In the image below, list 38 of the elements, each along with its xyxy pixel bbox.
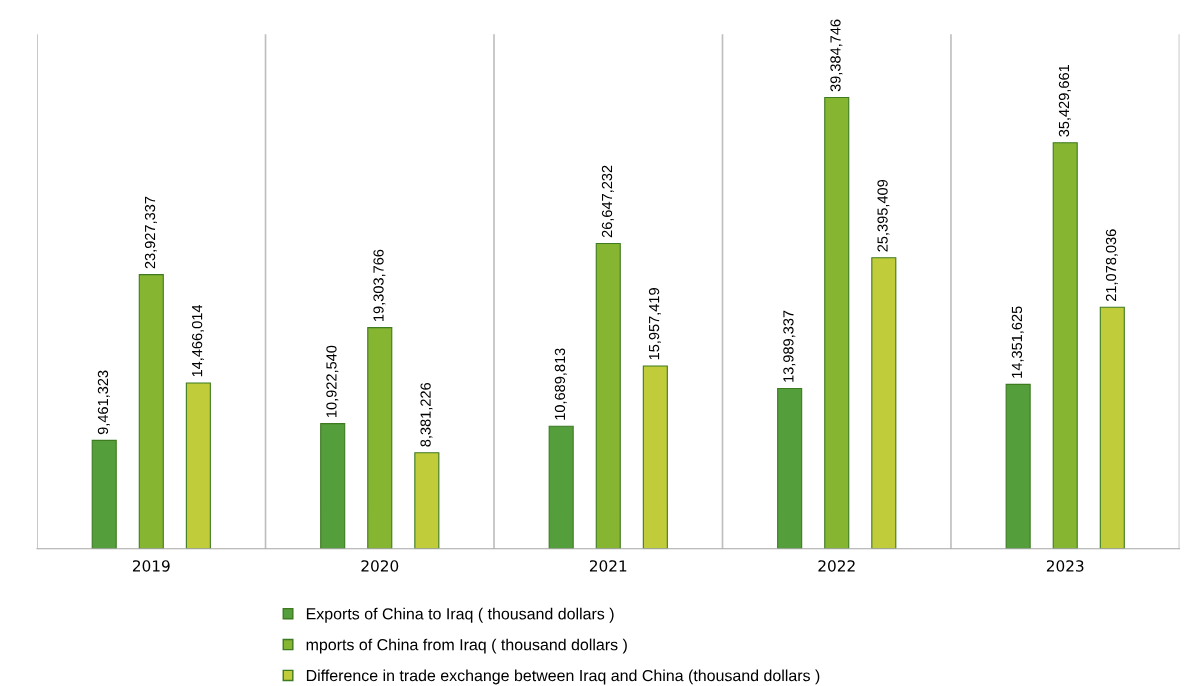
x-tick-label: 2021 <box>589 560 627 572</box>
x-tick-label: 2019 <box>132 560 170 572</box>
bar <box>1052 142 1078 549</box>
bar <box>320 423 346 549</box>
data-label: 39,384,746 <box>830 19 843 92</box>
bar <box>1099 306 1125 549</box>
bar <box>367 327 393 549</box>
bar <box>548 425 574 549</box>
data-label: 26,647,232 <box>601 165 614 238</box>
data-label: 23,927,337 <box>144 196 157 269</box>
bar <box>138 274 164 549</box>
bar <box>414 452 440 549</box>
data-label: 25,395,409 <box>877 179 890 252</box>
bar <box>91 439 117 549</box>
data-label: 13,989,337 <box>783 310 796 382</box>
data-label: 19,303,766 <box>373 249 386 321</box>
legend-label: Exports of China to Iraq ( thousand dollars ) <box>306 607 614 623</box>
data-label: 15,957,419 <box>648 288 661 360</box>
x-tick-label: 2020 <box>361 560 399 572</box>
x-tick-label: 2023 <box>1046 560 1084 572</box>
legend-label: mports of China from Iraq ( thousand dollars ) <box>306 638 627 654</box>
bar <box>595 242 621 549</box>
bar <box>1005 383 1031 549</box>
bar <box>777 387 803 549</box>
data-label: 14,466,014 <box>191 304 204 377</box>
x-tick-label: 2022 <box>818 560 855 572</box>
data-label: 9,461,323 <box>97 370 110 435</box>
data-label: 10,689,813 <box>554 348 567 420</box>
data-label: 10,922,540 <box>326 345 339 417</box>
bar <box>185 382 211 549</box>
data-label: 21,078,036 <box>1105 229 1118 301</box>
data-label: 35,429,661 <box>1058 64 1071 137</box>
data-label: 8,381,226 <box>420 382 433 447</box>
data-label: 14,351,625 <box>1011 306 1024 378</box>
bar <box>871 257 897 549</box>
legend-label: Difference in trade exchange between Iraq and China (thousand dollars ) <box>306 669 820 685</box>
bar <box>824 96 850 549</box>
bar <box>642 365 668 549</box>
